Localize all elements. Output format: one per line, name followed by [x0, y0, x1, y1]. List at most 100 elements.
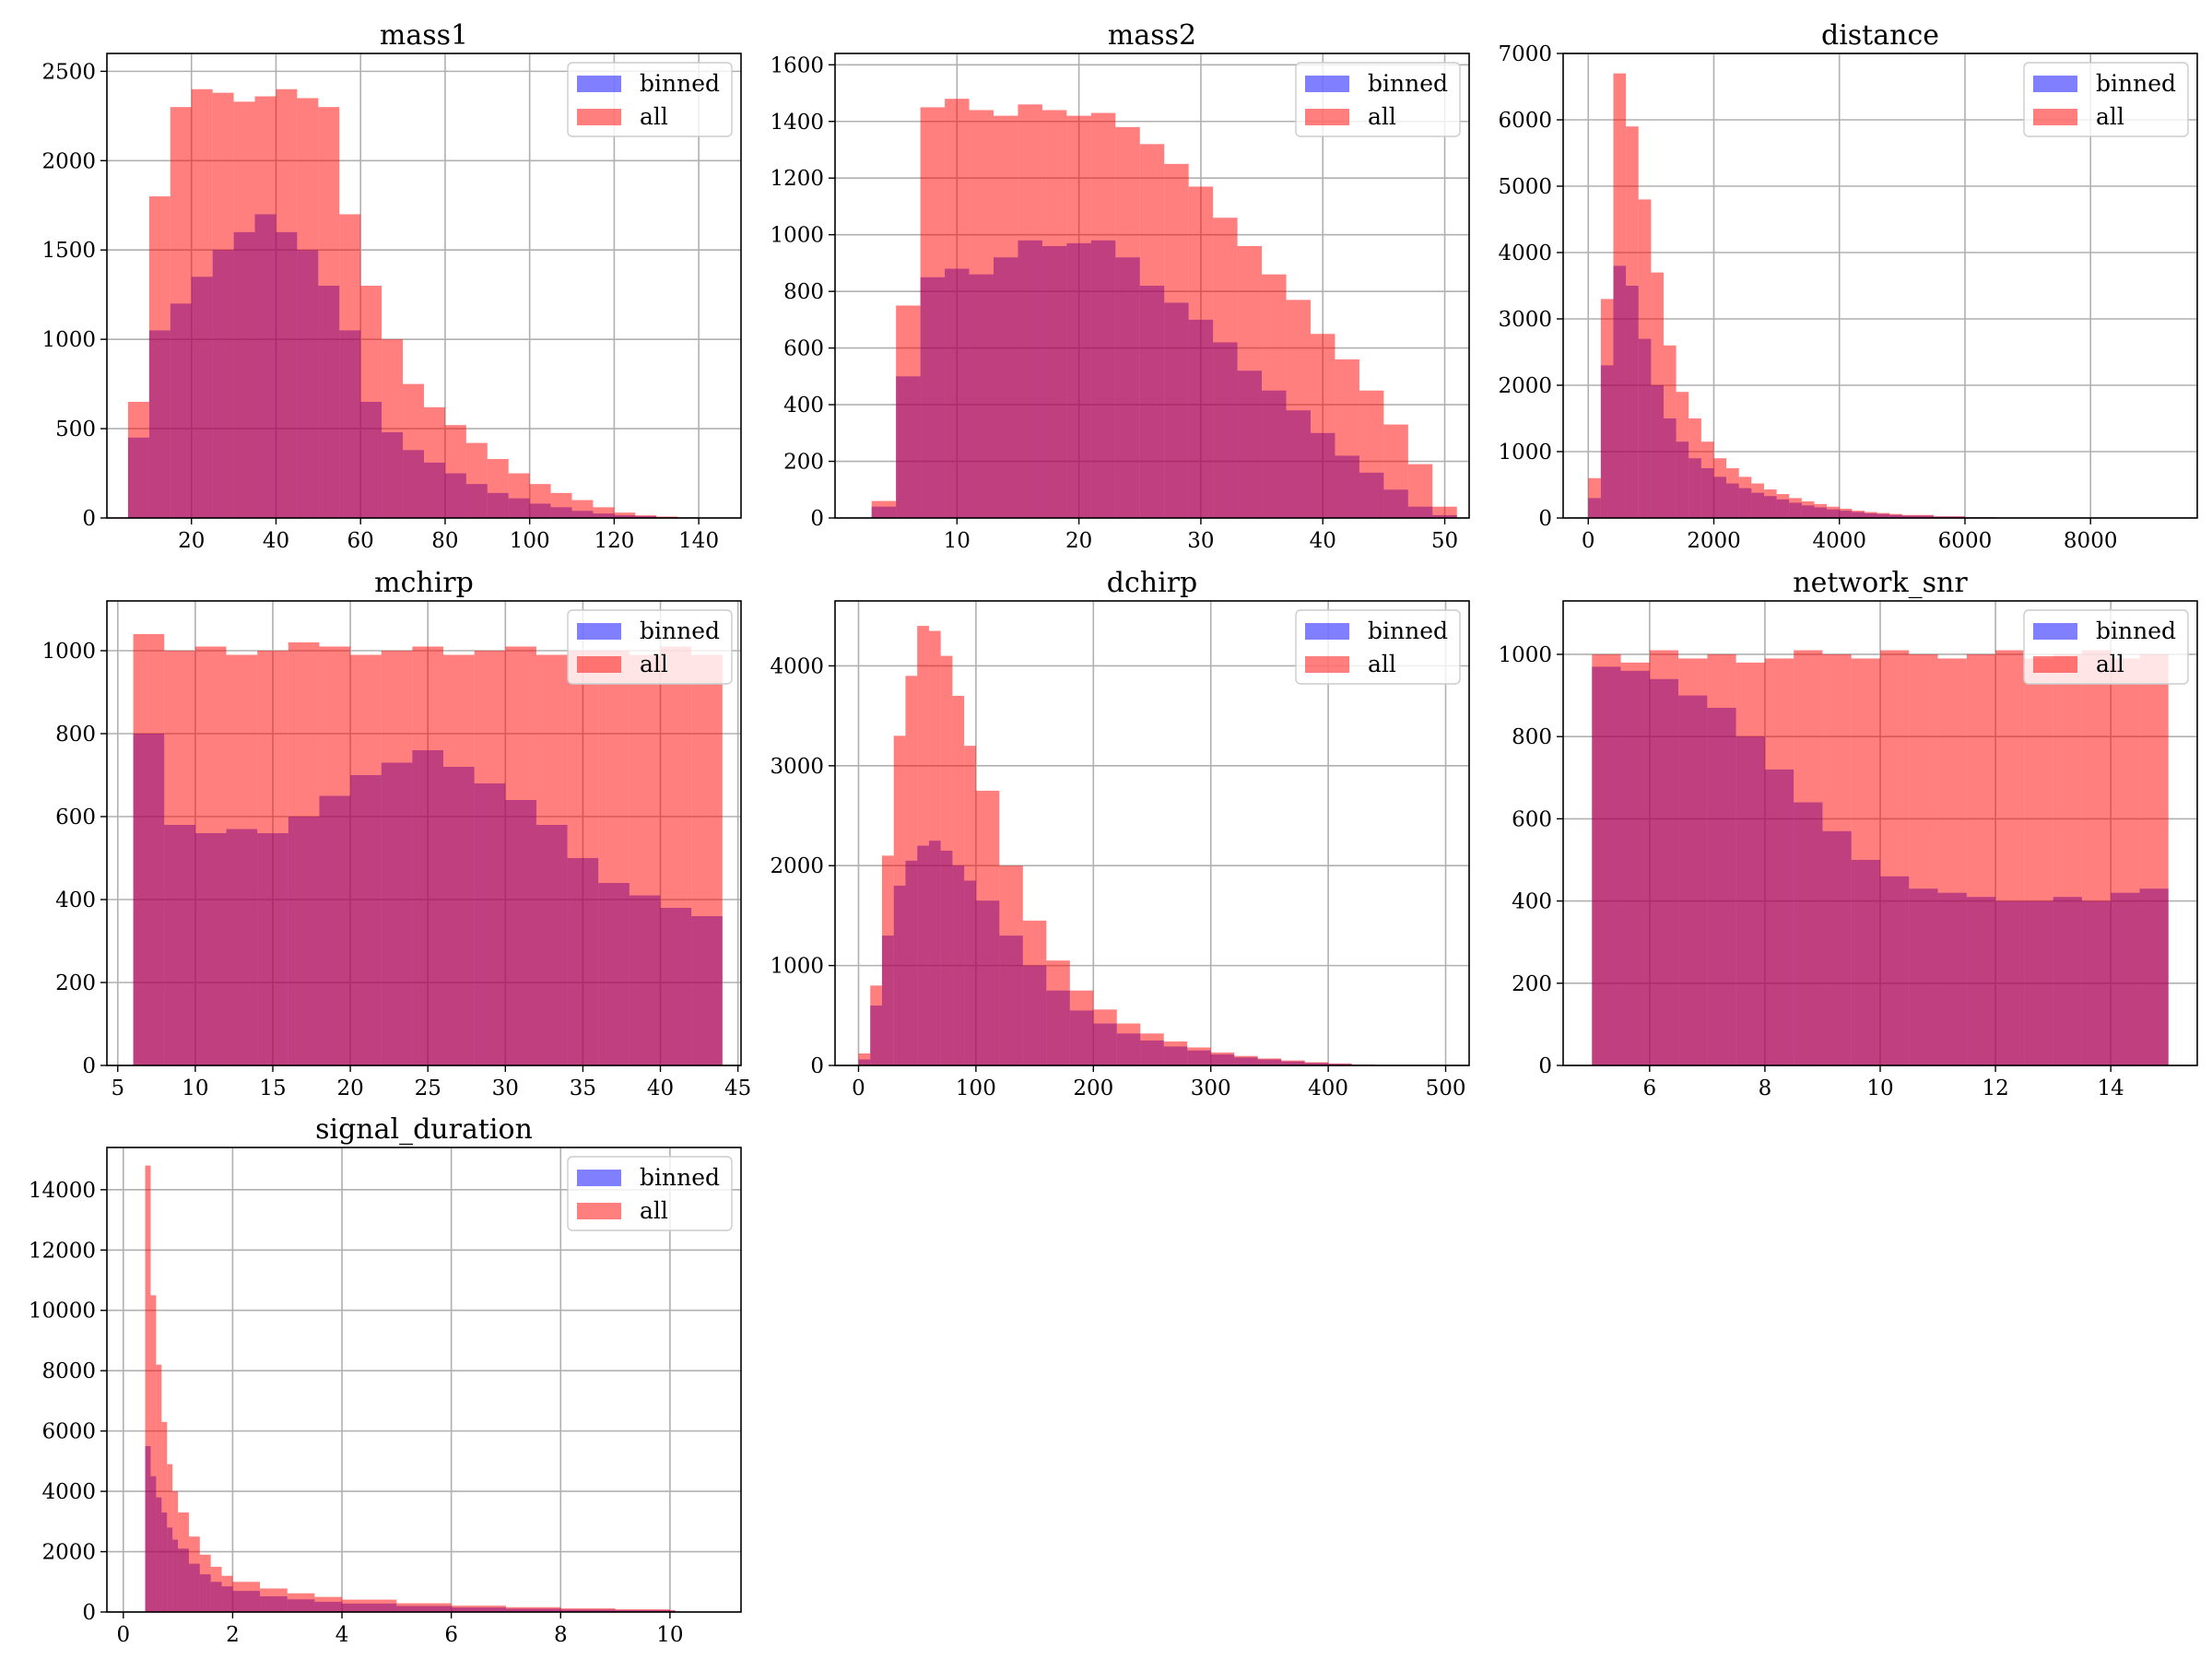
legend-swatch-all [1305, 109, 1349, 125]
y-tick-label: 2000 [1498, 374, 1552, 398]
y-tick-label: 200 [783, 451, 824, 475]
x-tick-label: 4 [335, 1623, 349, 1647]
bar-all [1281, 1060, 1305, 1065]
bar-all [1620, 662, 1650, 1065]
bar-all [529, 484, 551, 518]
histogram-panel-mchirp: 5 10 15 20 25 30 35 40 45 0 200 400 600 800 1000 mchirp… [41, 567, 751, 1100]
legend-label-all: all [2096, 103, 2124, 130]
bar-all [194, 646, 227, 1065]
axes-frame [834, 600, 1470, 1066]
legend-swatch-binned [1305, 76, 1349, 92]
bar-all [161, 1421, 168, 1612]
chart-title: mass2 [1108, 19, 1196, 52]
bar-all [928, 630, 941, 1065]
bar-all [571, 500, 594, 518]
bar-all [615, 1609, 670, 1612]
bar-all [487, 459, 509, 518]
bar-all [691, 654, 723, 1065]
legend-label-all: all [1368, 103, 1396, 130]
legend-label-all: all [640, 1197, 668, 1224]
legend-label-all: all [1368, 651, 1396, 677]
bar-all [1188, 186, 1214, 518]
bar-all [920, 107, 946, 518]
bar-all [2053, 653, 2082, 1065]
y-tick-label: 800 [1512, 725, 1552, 749]
y-tick-label: 1400 [770, 111, 824, 135]
x-tick-label: 100 [510, 529, 550, 553]
bar-all [1700, 441, 1714, 518]
legend: binned all [567, 1156, 733, 1231]
bar-all [952, 695, 965, 1065]
bar-all [1286, 300, 1311, 518]
y-tick-label: 0 [82, 1054, 96, 1078]
y-tick-label: 600 [55, 806, 96, 830]
bar-all [444, 425, 466, 518]
bar-all [474, 651, 506, 1065]
bar-all [1688, 418, 1701, 518]
x-tick-label: 30 [492, 1077, 519, 1100]
bar-all [881, 855, 894, 1065]
bar-all [287, 1593, 315, 1612]
x-tick-label: 12 [1982, 1077, 2008, 1100]
legend-swatch-all [577, 109, 621, 125]
bar-all [1090, 112, 1116, 518]
x-tick-label: 8 [554, 1623, 568, 1647]
y-tick-label: 12000 [29, 1239, 96, 1263]
x-tick-label: 100 [956, 1077, 996, 1100]
bar-all [188, 1536, 200, 1612]
y-tick-label: 4000 [770, 654, 824, 678]
bar-all [669, 1610, 676, 1612]
legend-swatch-binned [2033, 76, 2077, 92]
axes-frame [106, 1147, 742, 1613]
bar-all [1649, 650, 1679, 1065]
bar-all [1234, 1055, 1258, 1065]
x-tick-label: 40 [263, 529, 289, 553]
bar-all [969, 110, 994, 519]
x-tick-label: 8000 [2064, 529, 2118, 553]
y-tick-label: 500 [55, 418, 96, 441]
legend-swatch-all [1305, 656, 1349, 673]
bar-all [382, 339, 404, 518]
y-tick-label: 1000 [1498, 441, 1552, 465]
bar-all [1066, 115, 1091, 519]
bar-all [360, 286, 382, 518]
bar-all [1751, 483, 1764, 518]
y-tick-label: 8000 [41, 1359, 96, 1383]
bar-all [276, 88, 298, 519]
bar-all [1764, 658, 1794, 1065]
bar-all [342, 1599, 397, 1612]
axes-frame [106, 600, 742, 1066]
bar-all [2139, 653, 2169, 1065]
x-tick-label: 10 [944, 529, 971, 553]
legend-label-binned: binned [1368, 618, 1448, 644]
legend-label-binned: binned [2096, 618, 2176, 644]
bar-all [567, 651, 599, 1065]
y-tick-label: 0 [82, 1601, 96, 1625]
x-tick-label: 6 [444, 1623, 458, 1647]
y-tick-label: 3000 [770, 755, 824, 779]
bar-all [2111, 658, 2140, 1065]
bar-all [1638, 199, 1652, 518]
y-tick-label: 2000 [770, 854, 824, 878]
x-tick-label: 25 [415, 1077, 441, 1100]
y-tick-label: 0 [1538, 507, 1552, 531]
bar-all [1889, 513, 1902, 518]
y-tick-label: 1000 [770, 224, 824, 248]
bar-all [1093, 1009, 1117, 1065]
legend-label-all: all [2096, 651, 2124, 677]
bar-all [1678, 658, 1708, 1065]
bar-all [999, 865, 1023, 1065]
y-tick-label: 6000 [1498, 109, 1552, 133]
bar-all [1726, 468, 1739, 518]
bar-all [1018, 104, 1042, 518]
y-tick-label: 400 [783, 394, 824, 418]
x-tick-label: 400 [1308, 1077, 1348, 1100]
bar-all [1864, 512, 1877, 518]
x-tick-label: 500 [1426, 1077, 1466, 1100]
bar-all [1909, 653, 1938, 1065]
bar-all [233, 101, 255, 518]
bar-all [1839, 508, 1853, 518]
x-tick-label: 6 [1642, 1077, 1656, 1100]
bar-all [1966, 653, 1996, 1065]
